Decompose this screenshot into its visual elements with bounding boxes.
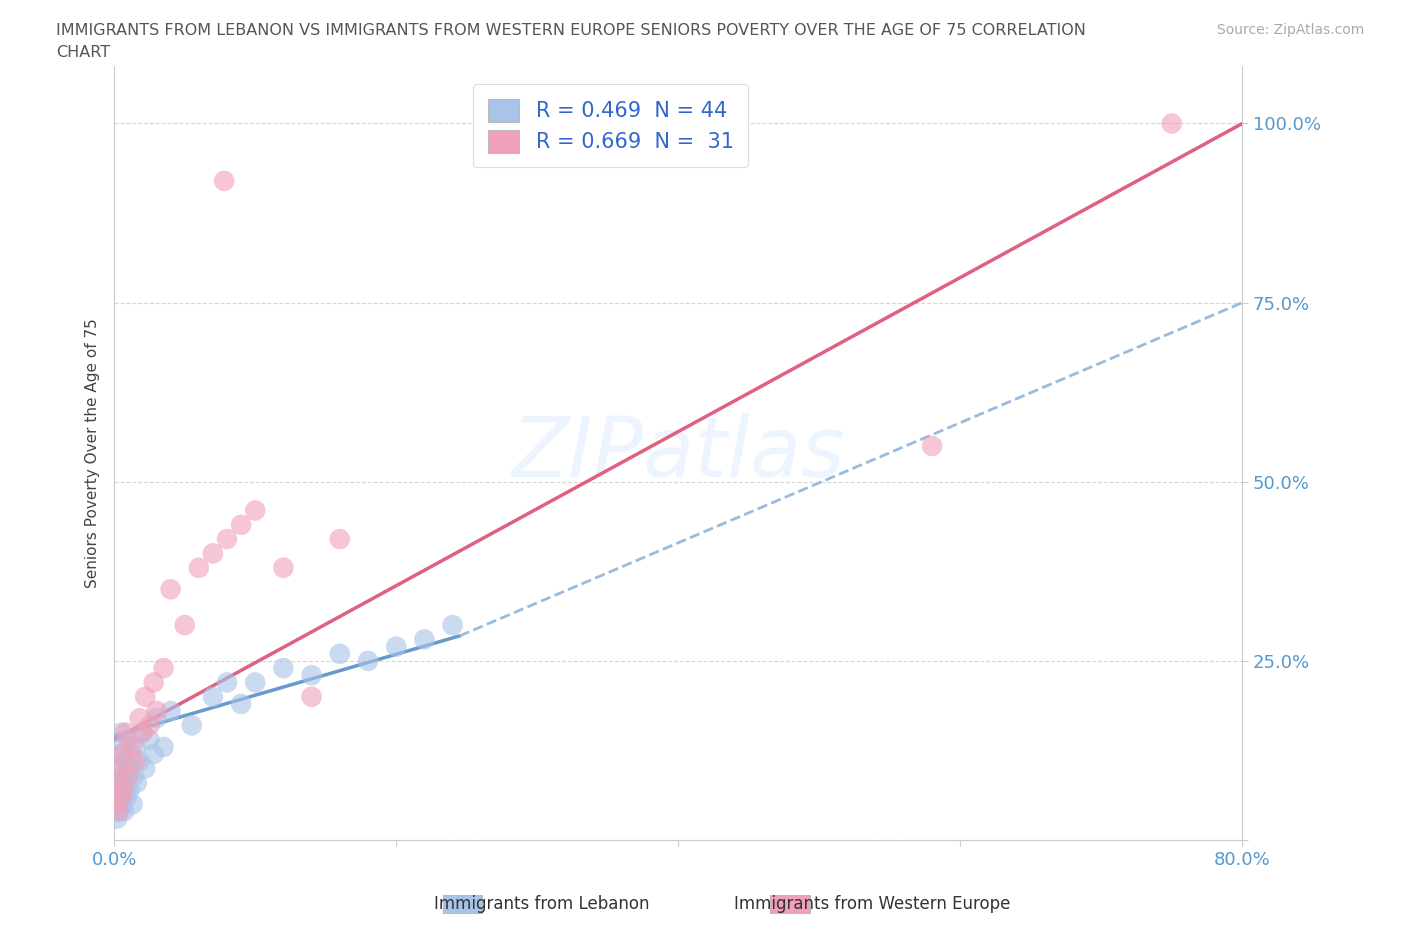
Point — [245, 503, 267, 518]
Legend: R = 0.469  N = 44, R = 0.669  N =  31: R = 0.469 N = 44, R = 0.669 N = 31 — [472, 85, 748, 167]
Point — [108, 761, 131, 776]
Point — [245, 675, 267, 690]
Text: Immigrants from Western Europe: Immigrants from Western Europe — [734, 895, 1010, 913]
Point — [112, 782, 135, 797]
Text: Immigrants from Lebanon: Immigrants from Lebanon — [433, 895, 650, 913]
Point — [110, 790, 132, 804]
Point — [121, 797, 143, 812]
Point — [413, 632, 436, 647]
Point — [111, 797, 134, 812]
Y-axis label: Seniors Poverty Over the Age of 75: Seniors Poverty Over the Age of 75 — [86, 318, 100, 588]
Point — [104, 797, 127, 812]
Text: CHART: CHART — [56, 45, 110, 60]
Point — [215, 675, 238, 690]
Point — [212, 173, 235, 188]
Point — [329, 532, 352, 547]
Point — [131, 725, 153, 740]
Point — [105, 811, 128, 826]
Point — [105, 776, 128, 790]
Point — [120, 739, 142, 754]
Point — [180, 718, 202, 733]
Point — [111, 768, 134, 783]
Point — [117, 761, 139, 776]
Point — [357, 654, 380, 669]
Point — [229, 517, 252, 532]
Point — [124, 739, 146, 754]
Point — [114, 725, 136, 740]
Point — [301, 689, 323, 704]
Point — [273, 660, 295, 675]
Point — [118, 782, 141, 797]
Point — [173, 618, 195, 632]
Point — [120, 747, 142, 762]
Point — [124, 754, 146, 769]
Point — [107, 804, 129, 818]
Point — [125, 776, 148, 790]
Point — [1160, 116, 1182, 131]
Point — [114, 754, 136, 769]
Point — [114, 776, 136, 790]
Point — [117, 732, 139, 747]
Text: Source: ZipAtlas.com: Source: ZipAtlas.com — [1216, 23, 1364, 37]
Point — [105, 776, 128, 790]
Point — [128, 711, 150, 725]
Point — [441, 618, 464, 632]
Point — [152, 660, 174, 675]
Point — [229, 697, 252, 711]
Point — [329, 646, 352, 661]
Point — [215, 532, 238, 547]
Point — [107, 790, 129, 804]
Point — [128, 754, 150, 769]
Point — [159, 582, 181, 597]
Point — [152, 739, 174, 754]
Point — [921, 439, 943, 454]
Point — [108, 804, 131, 818]
Text: ZIPatlas: ZIPatlas — [512, 413, 845, 494]
Point — [142, 675, 165, 690]
Point — [201, 689, 224, 704]
Point — [110, 782, 132, 797]
Point — [104, 797, 127, 812]
Point — [301, 668, 323, 683]
Point — [138, 718, 160, 733]
Point — [117, 768, 139, 783]
Point — [138, 732, 160, 747]
Point — [273, 561, 295, 576]
Point — [112, 739, 135, 754]
Point — [108, 747, 131, 762]
Point — [112, 804, 135, 818]
Point — [145, 704, 167, 719]
Point — [131, 725, 153, 740]
Point — [110, 725, 132, 740]
Point — [187, 561, 209, 576]
Point — [107, 761, 129, 776]
Point — [385, 639, 408, 654]
Text: IMMIGRANTS FROM LEBANON VS IMMIGRANTS FROM WESTERN EUROPE SENIORS POVERTY OVER T: IMMIGRANTS FROM LEBANON VS IMMIGRANTS FR… — [56, 23, 1085, 38]
Point — [134, 689, 156, 704]
Point — [111, 747, 134, 762]
Point — [145, 711, 167, 725]
Point — [122, 768, 145, 783]
Point — [201, 546, 224, 561]
Point — [115, 790, 138, 804]
Point — [159, 704, 181, 719]
Point — [134, 761, 156, 776]
Point — [142, 747, 165, 762]
